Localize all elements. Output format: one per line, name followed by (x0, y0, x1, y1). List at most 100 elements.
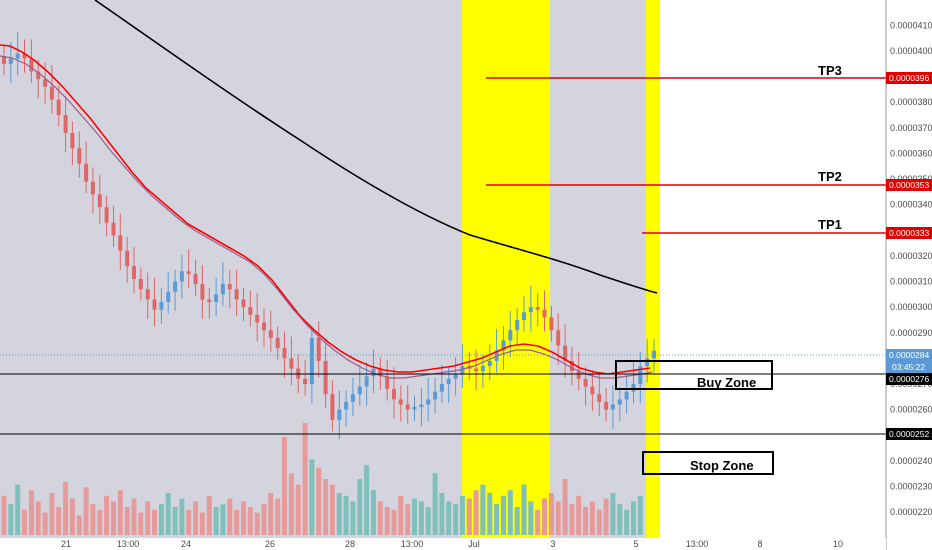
candle (419, 387, 424, 427)
volume-bar (76, 515, 82, 535)
volume-bar (165, 493, 171, 535)
volume-bar (596, 509, 602, 535)
time-tick-label: 10 (833, 539, 843, 549)
volume-bar (336, 493, 342, 535)
candle (385, 359, 390, 401)
time-tick-label: 13:00 (117, 539, 140, 549)
price-tick-label: 0.0000360 (890, 148, 932, 158)
candle (63, 95, 68, 153)
candle (275, 326, 280, 360)
candle (508, 311, 513, 358)
volume-bar (69, 498, 75, 535)
volume-bar (562, 479, 568, 535)
candle (262, 308, 266, 347)
candle (138, 267, 143, 301)
stop-zone-box (642, 451, 774, 475)
candle (193, 259, 198, 296)
candle (166, 272, 171, 314)
candle (241, 287, 246, 322)
stop-zone-label: Stop Zone (690, 458, 754, 473)
candle (104, 195, 109, 237)
price-tick-label: 0.0000320 (890, 251, 932, 261)
svg-text:0.0000276: 0.0000276 (889, 374, 929, 384)
volume-bar (384, 507, 390, 535)
candle (316, 321, 321, 378)
volume-bar (377, 501, 383, 535)
volume-bar (371, 490, 376, 535)
candle (426, 377, 431, 422)
candle (303, 359, 308, 396)
candle (56, 85, 61, 127)
candle (214, 277, 219, 317)
candle (597, 372, 602, 416)
volume-bar (391, 509, 397, 535)
volume-bar (446, 501, 452, 535)
time-axis[interactable]: 21 13:00 24 26 28 13:00 Jul 3 5 13:00 8 10 (61, 539, 843, 549)
volume-bar (56, 507, 62, 535)
time-tick-label: 5 (633, 539, 638, 549)
volume-bar (158, 504, 164, 535)
candle (433, 377, 438, 414)
candle (398, 385, 403, 422)
price-axis[interactable]: 0.00002200.00002300.00002400.00002500.00… (890, 20, 932, 517)
volume-bar (350, 501, 356, 535)
volume-bar (425, 507, 431, 535)
candle (528, 285, 533, 332)
svg-text:0.0000396: 0.0000396 (889, 73, 929, 83)
volume-bar (631, 501, 636, 535)
candle (289, 336, 294, 386)
volume-bar (432, 473, 438, 535)
volume-bar (398, 495, 404, 535)
price-tick-label: 0.0000230 (890, 482, 932, 492)
volume-bar (473, 490, 479, 535)
volume-bar (63, 481, 69, 535)
volume-bar (8, 504, 14, 535)
volume-bar (268, 493, 274, 535)
volume-bar (418, 501, 424, 535)
candle (617, 387, 622, 422)
volume-bar (555, 501, 561, 535)
volume-bar (548, 493, 554, 535)
tp2-price-tag: 0.0000353 (886, 179, 932, 191)
volume-bar (28, 490, 34, 535)
candle (480, 354, 485, 388)
volume-bar (295, 484, 301, 535)
candle (563, 323, 568, 378)
volume-bar (179, 498, 185, 535)
volume-bar (15, 484, 21, 535)
volume-bar (309, 459, 315, 535)
volume-bar (589, 501, 595, 535)
buy-level-tag: 0.0000276 (886, 373, 932, 385)
volume-bar (528, 501, 534, 535)
candle (282, 331, 287, 378)
candle (220, 262, 225, 306)
tp3-label: TP3 (818, 63, 842, 78)
time-tick-label: 28 (345, 539, 355, 549)
volume-bar (603, 498, 609, 535)
volume-bar (637, 495, 643, 535)
time-tick-label: 13:00 (686, 539, 709, 549)
volume-bar (247, 507, 253, 535)
volume-bar (542, 498, 547, 535)
time-tick-label: 24 (181, 539, 191, 549)
candle (8, 42, 13, 83)
candle (159, 287, 164, 324)
history-background (0, 0, 660, 538)
volume-bar (494, 504, 500, 535)
candle (590, 369, 595, 411)
volume-bar (576, 495, 582, 535)
candle (152, 277, 157, 327)
last-price-tag: 0.0000284 (886, 349, 932, 361)
candle (111, 206, 116, 247)
candle (405, 385, 410, 424)
candle (631, 362, 636, 404)
candle (439, 364, 444, 404)
candle (610, 385, 615, 429)
candle (207, 287, 212, 319)
candle (84, 141, 89, 194)
highlight-band-1 (462, 0, 550, 538)
volume-bar (480, 484, 486, 535)
candle (77, 131, 82, 178)
volume-bar (111, 501, 116, 535)
